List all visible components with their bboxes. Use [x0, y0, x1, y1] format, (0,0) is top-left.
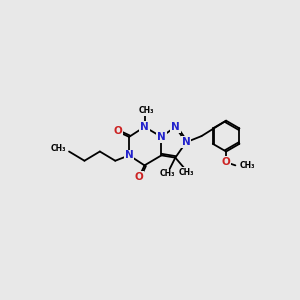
Text: CH₃: CH₃: [160, 169, 176, 178]
Text: N: N: [125, 150, 134, 160]
Text: N: N: [140, 122, 149, 132]
Text: CH₃: CH₃: [138, 106, 154, 115]
Text: O: O: [135, 172, 143, 182]
Text: O: O: [222, 157, 230, 167]
Text: N: N: [171, 122, 180, 132]
Text: CH₃: CH₃: [50, 144, 66, 153]
Text: N: N: [157, 132, 166, 142]
Text: CH₃: CH₃: [178, 168, 194, 177]
Text: O: O: [113, 127, 122, 136]
Text: N: N: [182, 137, 190, 147]
Text: CH₃: CH₃: [239, 161, 255, 170]
